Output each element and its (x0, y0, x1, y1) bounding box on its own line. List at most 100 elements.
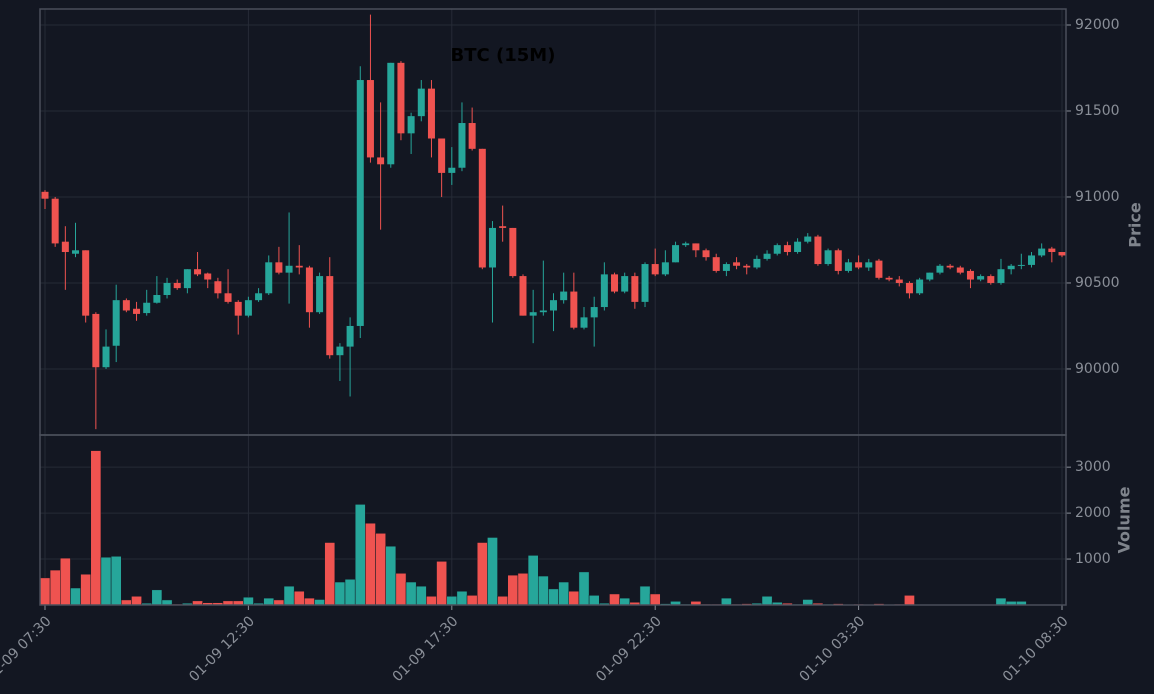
candle-body (427, 88, 435, 139)
candle-body (733, 262, 741, 266)
candle-body (916, 279, 924, 294)
volume-bar (293, 590, 305, 606)
candle-body (1048, 248, 1056, 253)
volume-bar (334, 581, 346, 606)
candle-body (417, 88, 425, 117)
volume-bar (70, 587, 81, 606)
candle-body (285, 265, 293, 273)
volume-bar (273, 599, 285, 606)
candle-body (570, 291, 578, 328)
volume-bar (995, 597, 1007, 606)
candle-body (621, 276, 629, 292)
candle-body (722, 264, 730, 271)
volume-bar (721, 597, 732, 606)
candle-body (905, 282, 913, 294)
candle-body (539, 310, 547, 313)
candle-body (956, 267, 964, 273)
candle-body (702, 250, 710, 258)
volume-bar (802, 599, 814, 606)
candle-body (255, 293, 263, 301)
candle-body (661, 262, 669, 275)
candle-body (773, 245, 781, 254)
candle-body (214, 281, 222, 294)
candle-body (326, 276, 334, 356)
candle-body (804, 236, 812, 242)
y-tick-label: 90500 (1075, 275, 1120, 291)
volume-bar (761, 596, 773, 606)
candle-body (244, 300, 252, 316)
volume-bar (446, 596, 458, 606)
candle-body (590, 307, 598, 318)
candle-body (631, 276, 639, 302)
volume-bar (304, 597, 315, 606)
volume-bar (507, 574, 519, 606)
volume-bar (80, 573, 92, 606)
candle-body (295, 265, 303, 268)
candle-body (275, 262, 283, 273)
candle-body (82, 250, 90, 316)
y-axis-label: Price (1126, 202, 1145, 248)
candle-body (936, 265, 944, 273)
candle-body (641, 264, 649, 302)
y-tick-label: 91500 (1075, 103, 1120, 119)
volume-bar (263, 597, 275, 606)
candle-body (153, 295, 161, 303)
volume-tick-label: 1000 (1075, 551, 1111, 567)
candle-body (977, 276, 985, 280)
candle-body (478, 148, 486, 268)
candle-body (204, 273, 212, 280)
candle-body (672, 245, 680, 263)
candle-body (183, 269, 191, 289)
candle-body (1017, 264, 1025, 266)
volume-bar (110, 556, 122, 606)
candle-body (824, 250, 832, 265)
candle-body (488, 227, 496, 268)
volume-bar (476, 542, 488, 606)
volume-bar (365, 522, 376, 606)
candle-body (61, 241, 69, 253)
volume-bar (619, 597, 631, 606)
candle-body (448, 167, 456, 173)
candle-body (763, 253, 771, 259)
candle-body (316, 276, 324, 313)
volume-bar (558, 581, 570, 606)
volume-bar (344, 579, 356, 606)
volume-bar (578, 571, 590, 606)
volume-bar (466, 595, 478, 606)
volume-bar (487, 537, 498, 606)
candle-body (875, 260, 883, 278)
candle-body (234, 301, 242, 316)
candle-body (611, 274, 619, 292)
candle-body (885, 277, 893, 280)
candle-body (102, 346, 110, 368)
candle-body (1038, 248, 1046, 256)
volume-bar (90, 450, 102, 606)
volume-bar (314, 599, 325, 606)
candle-body (92, 313, 100, 368)
candle-body (438, 138, 446, 173)
candle-body (550, 300, 557, 311)
y-tick-label: 91000 (1075, 189, 1120, 205)
candle-body (753, 258, 761, 268)
candle-body (600, 274, 608, 308)
candle-body (946, 265, 954, 268)
candle-body (336, 346, 344, 356)
candle-body (865, 262, 873, 268)
candle-body (529, 312, 537, 316)
candle-body (224, 293, 232, 302)
volume-bar (904, 595, 915, 606)
candle-body (987, 276, 995, 283)
chart-title: BTC (15M) (451, 45, 556, 66)
candle-body (743, 265, 751, 268)
candle-body (580, 317, 588, 328)
candle-body (499, 226, 507, 228)
volume-bar (497, 596, 508, 606)
y-tick-label: 90000 (1075, 361, 1120, 377)
volume-bar (537, 575, 549, 606)
candle-body (682, 243, 690, 246)
candle-body (855, 262, 863, 268)
candle-body (133, 308, 141, 314)
candle-body (377, 157, 385, 165)
volume-bar (609, 593, 620, 606)
